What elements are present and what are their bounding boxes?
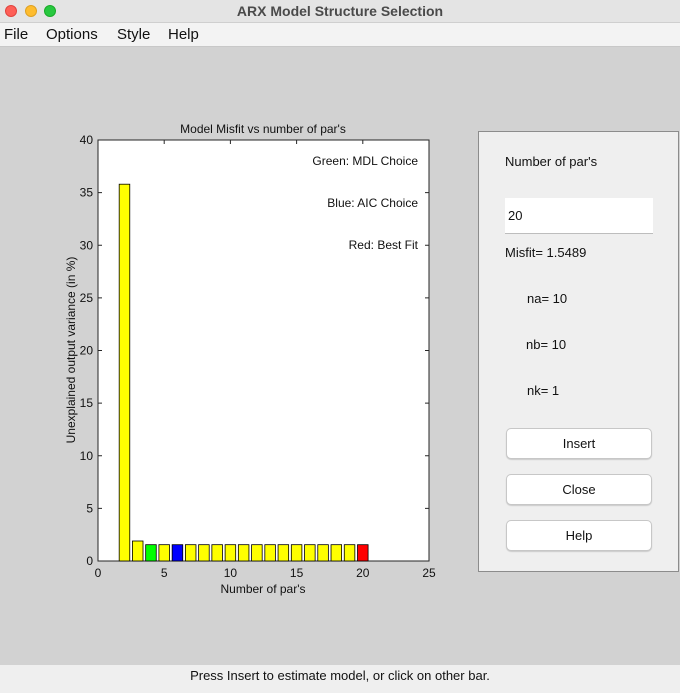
- number-of-pars-label: Number of par's: [505, 154, 598, 169]
- x-tick-label: 10: [224, 566, 238, 580]
- menu-style[interactable]: Style: [117, 26, 151, 43]
- bar-3-pars[interactable]: [132, 540, 144, 562]
- bar-4-pars[interactable]: [145, 544, 157, 562]
- bar-14-pars[interactable]: [277, 544, 290, 562]
- nk-readout: nk= 1: [527, 383, 560, 398]
- bar-10-pars[interactable]: [224, 544, 237, 562]
- x-tick-label: 5: [161, 566, 168, 580]
- y-tick-label: 15: [80, 396, 94, 410]
- y-tick-label: 35: [80, 186, 94, 200]
- x-tick-label: 0: [95, 566, 102, 580]
- zoom-window-icon[interactable]: [44, 5, 56, 17]
- x-axis-label: Number of par's: [221, 582, 306, 596]
- bar-16-pars[interactable]: [304, 544, 316, 562]
- bar-5-pars[interactable]: [158, 544, 170, 562]
- nb-readout: nb= 10: [526, 337, 567, 352]
- bar-2-pars[interactable]: [118, 183, 131, 562]
- annotation-mdl: Green: MDL Choice: [312, 154, 418, 168]
- help-button[interactable]: Help: [506, 520, 652, 551]
- na-readout: na= 10: [527, 291, 568, 306]
- y-tick-label: 30: [80, 238, 94, 252]
- y-axis-label: Unexplained output variance (in %): [64, 257, 78, 444]
- annotation-best-fit: Red: Best Fit: [349, 238, 419, 252]
- plot-area: [97, 139, 430, 562]
- insert-button[interactable]: Insert: [506, 428, 652, 459]
- bar-6-pars[interactable]: [171, 544, 184, 562]
- misfit-readout: Misfit= 1.5489: [505, 245, 587, 260]
- x-tick-label: 15: [290, 566, 304, 580]
- menu-file[interactable]: File: [4, 26, 29, 43]
- y-tick-label: 5: [86, 501, 93, 515]
- bar-13-pars[interactable]: [264, 544, 276, 562]
- bar-20-pars[interactable]: [357, 544, 369, 562]
- bar-12-pars[interactable]: [251, 544, 263, 562]
- close-window-icon[interactable]: [5, 5, 17, 17]
- y-tick-label: 10: [80, 449, 94, 463]
- bar-7-pars[interactable]: [184, 544, 197, 562]
- bar-15-pars[interactable]: [290, 544, 303, 562]
- misfit-chart: Model Misfit vs number of par's Number o…: [64, 122, 436, 596]
- bar-19-pars[interactable]: [343, 544, 356, 562]
- bar-9-pars[interactable]: [211, 544, 223, 562]
- status-bar: Press Insert to estimate model, or click…: [0, 665, 680, 693]
- y-tick-label: 0: [86, 554, 93, 568]
- menu-bar: File Options Style Help: [0, 23, 680, 47]
- chart-title: Model Misfit vs number of par's: [180, 122, 346, 136]
- structure-panel: Number of par's Misfit= 1.5489 na= 10 nb…: [478, 131, 679, 572]
- bar-17-pars[interactable]: [317, 544, 329, 562]
- number-of-pars-input[interactable]: [505, 198, 653, 234]
- status-message: Press Insert to estimate model, or click…: [190, 668, 490, 683]
- menu-options[interactable]: Options: [46, 26, 98, 43]
- y-tick-label: 25: [80, 291, 94, 305]
- annotation-aic: Blue: AIC Choice: [327, 196, 418, 210]
- y-tick-label: 40: [80, 133, 94, 147]
- y-tick-label: 20: [80, 344, 94, 358]
- minimize-window-icon[interactable]: [25, 5, 37, 17]
- bar-11-pars[interactable]: [237, 544, 250, 562]
- bar-18-pars[interactable]: [330, 544, 343, 562]
- bar-8-pars[interactable]: [198, 544, 210, 562]
- title-bar: ARX Model Structure Selection: [0, 0, 680, 23]
- menu-help[interactable]: Help: [168, 26, 199, 43]
- x-tick-label: 20: [356, 566, 370, 580]
- x-tick-label: 25: [422, 566, 436, 580]
- close-button[interactable]: Close: [506, 474, 652, 505]
- window-title: ARX Model Structure Selection: [236, 3, 444, 19]
